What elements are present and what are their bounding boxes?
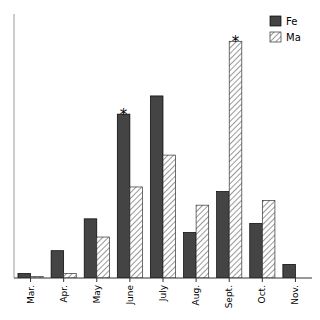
y-axis xyxy=(14,14,15,278)
bar xyxy=(229,41,242,278)
x-tick-label: Oct. xyxy=(257,285,267,303)
x-tick-label: Mar. xyxy=(26,285,36,304)
x-tick-label: Sept. xyxy=(224,285,234,308)
bar xyxy=(217,192,230,278)
x-tick xyxy=(129,278,130,282)
x-tick xyxy=(229,278,230,282)
x-tick xyxy=(96,278,97,282)
legend-swatch xyxy=(270,16,281,26)
bar xyxy=(196,205,209,278)
bar xyxy=(262,201,275,278)
legend-label: Ma xyxy=(286,32,301,43)
bar xyxy=(283,264,296,278)
x-tick xyxy=(196,278,197,282)
bar xyxy=(51,251,64,278)
annotation: * xyxy=(120,106,128,124)
x-tick xyxy=(63,278,64,282)
legend: Fe Ma xyxy=(270,16,301,43)
legend-label: Fe xyxy=(286,16,297,27)
bar xyxy=(184,232,197,278)
bar xyxy=(117,114,130,278)
x-tick xyxy=(30,278,31,282)
bar xyxy=(250,223,263,278)
annotation: * xyxy=(232,33,240,51)
bar xyxy=(150,96,163,278)
x-tick-label: Nov. xyxy=(290,285,300,305)
bar xyxy=(84,219,97,278)
bar xyxy=(64,273,77,278)
bar xyxy=(97,237,110,278)
x-tick-label: July xyxy=(158,284,168,302)
legend-swatch xyxy=(270,32,281,42)
bar xyxy=(18,273,31,278)
bar xyxy=(130,187,143,278)
x-tick xyxy=(163,278,164,282)
bars xyxy=(18,41,295,278)
x-tick-label: May xyxy=(92,284,102,303)
x-tick-label: Apr. xyxy=(59,285,69,303)
x-tick-label: June xyxy=(125,285,135,306)
x-tick xyxy=(262,278,263,282)
chart-container: Mar. Apr. May June July Aug. Sept. Oct. Nov. * * Fe… xyxy=(0,0,320,320)
bar xyxy=(163,155,176,278)
x-tick-label: Aug. xyxy=(191,285,201,305)
chart: Mar. Apr. May June July Aug. Sept. Oct. Nov. * * Fe… xyxy=(0,0,320,320)
x-tick xyxy=(295,278,296,282)
